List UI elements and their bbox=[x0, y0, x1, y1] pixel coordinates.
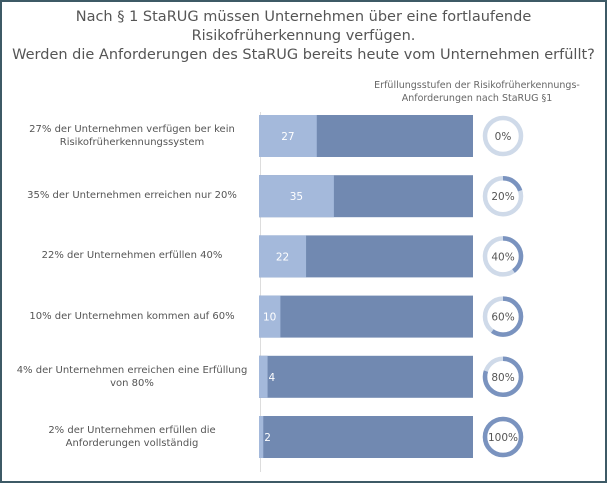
bar-value-label: 22 bbox=[276, 251, 289, 263]
ring-background bbox=[482, 115, 524, 157]
bar-value-label: 4 bbox=[269, 372, 276, 384]
ring-fill bbox=[482, 236, 524, 277]
category-label: 35% der Unternehmen erreichen nur 20% bbox=[27, 190, 237, 202]
ring-label: 40% bbox=[491, 251, 514, 263]
bar-value bbox=[259, 235, 307, 278]
legend: Erfüllungsstufen der Risikofrüherkennung… bbox=[357, 79, 597, 105]
ring-fill bbox=[482, 296, 524, 337]
legend-line-1: Erfüllungsstufen der Risikofrüherkennung… bbox=[374, 80, 580, 91]
ring-label: 0% bbox=[495, 131, 512, 143]
legend-line-2: Anforderungen nach StaRUG §1 bbox=[401, 93, 553, 104]
bar-value bbox=[259, 295, 281, 338]
bar-value-label: 35 bbox=[290, 191, 303, 203]
category-label: 10% der Unternehmen kommen auf 60% bbox=[29, 310, 235, 322]
bar-value bbox=[259, 416, 264, 458]
bar-value-label: 27 bbox=[281, 131, 294, 143]
bar-remainder bbox=[259, 416, 473, 458]
ring-label: 60% bbox=[491, 312, 514, 324]
category-label: 27% der Unternehmen verfügen ber kein Ri… bbox=[29, 124, 235, 148]
chart-title-line-3: Werden die Anforderungen des StaRUG bere… bbox=[12, 47, 595, 63]
bar-value bbox=[259, 175, 334, 218]
category-label: 22% der Unternehmen erfüllen 40% bbox=[41, 250, 223, 262]
chart-title-line-1: Nach § 1 StaRUG müssen Unternehmen über … bbox=[75, 9, 532, 25]
bar-remainder bbox=[259, 355, 473, 398]
ring-label: 100% bbox=[488, 432, 518, 444]
ring-fill bbox=[482, 416, 524, 458]
bar-value-label: 10 bbox=[263, 312, 276, 324]
ring-fill bbox=[482, 356, 524, 398]
bar-value-label: 2 bbox=[264, 432, 271, 444]
ring-fill bbox=[482, 175, 524, 217]
bar-value bbox=[259, 115, 317, 157]
ring-label: 80% bbox=[491, 372, 514, 384]
ring-label: 20% bbox=[491, 191, 514, 203]
category-label: 4% der Unternehmen erreichen eine Erfüll… bbox=[16, 364, 248, 389]
bar-value bbox=[259, 355, 268, 398]
chart-title-line-2: Risikofrüherkennung verfügen. bbox=[191, 28, 416, 44]
category-label: 2% der Unternehmen erfüllen die Anforder… bbox=[48, 425, 216, 449]
bar-remainder bbox=[259, 295, 473, 338]
axis-line bbox=[260, 112, 261, 472]
